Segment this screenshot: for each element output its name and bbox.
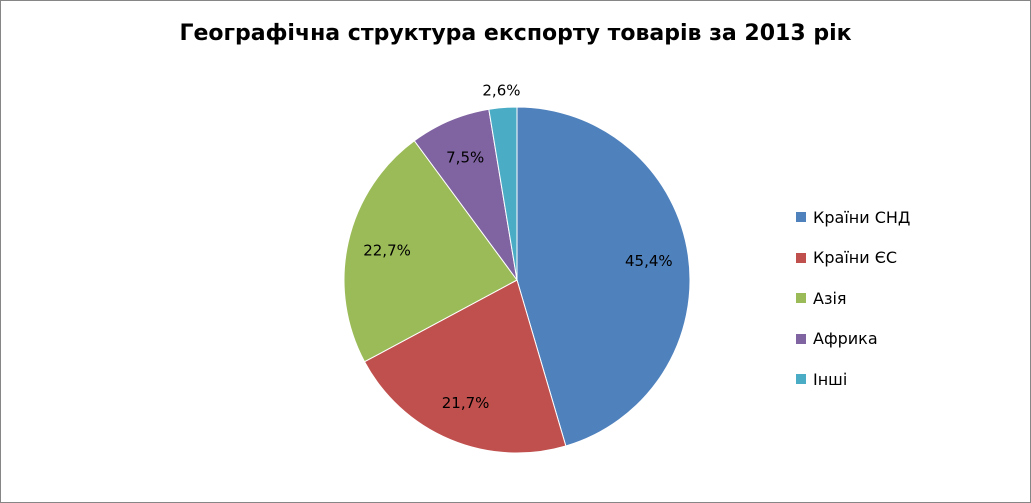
pie-slice-1 <box>363 279 567 454</box>
legend-label: Країни СНД <box>813 207 911 227</box>
legend-label: Інші <box>813 369 848 389</box>
legend-label: Країни ЄС <box>813 248 898 268</box>
data-label-1: 21,7% <box>442 394 490 412</box>
data-label-2: 22,7% <box>363 242 411 260</box>
legend: Країни СНД Країни ЄС Азія Африка Інші <box>796 197 910 400</box>
legend-label: Африка <box>813 329 878 349</box>
legend-item-2: Азія <box>796 278 910 319</box>
legend-swatch <box>796 374 806 385</box>
data-label-3: 7,5% <box>446 148 484 166</box>
legend-swatch <box>796 293 806 304</box>
legend-swatch <box>796 252 806 263</box>
legend-label: Азія <box>813 288 847 308</box>
legend-swatch <box>796 333 806 344</box>
chart-title: Географічна структура експорту товарів з… <box>179 21 852 46</box>
data-label-4: 2,6% <box>482 81 520 99</box>
legend-item-3: Африка <box>796 319 910 360</box>
legend-item-0: Країни СНД <box>796 197 910 238</box>
pie-slice-0 <box>516 106 691 447</box>
legend-item-1: Країни ЄС <box>796 238 910 279</box>
pie-slice-2 <box>343 140 518 363</box>
data-label-0: 45,4% <box>625 252 673 270</box>
pie-slice-4 <box>488 106 518 281</box>
legend-item-4: Інші <box>796 359 910 400</box>
legend-swatch <box>796 212 806 223</box>
